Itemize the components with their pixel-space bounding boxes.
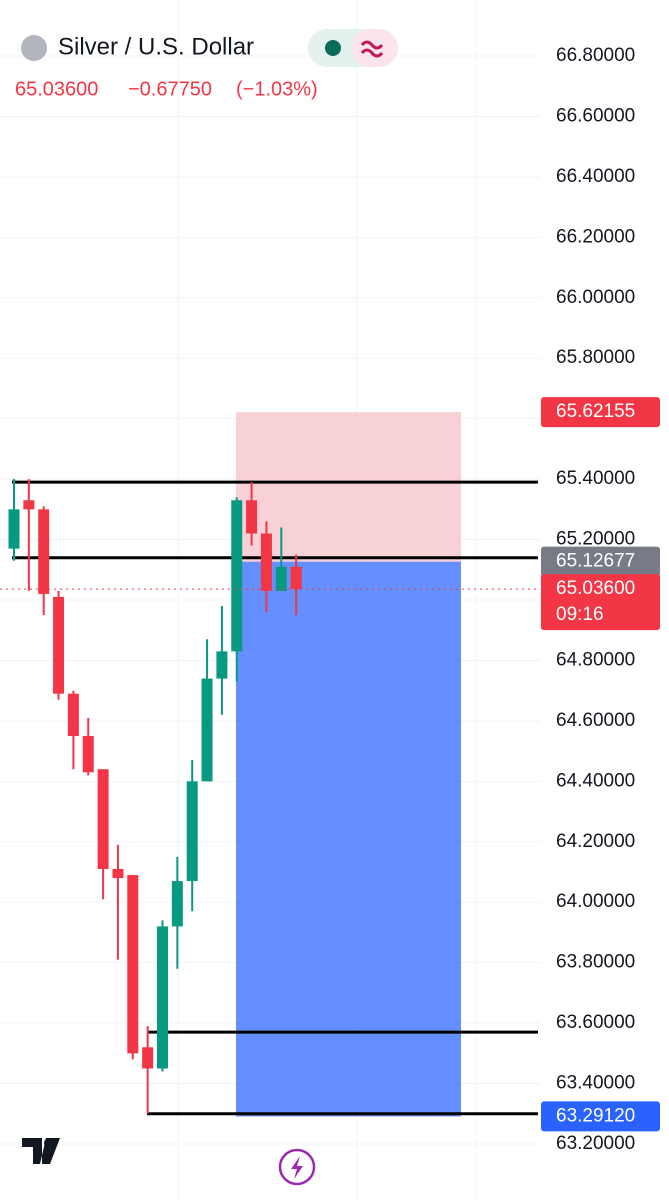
candle-body xyxy=(186,781,198,882)
candle-body xyxy=(23,500,35,510)
candle-body xyxy=(112,868,124,879)
price-label: 65.62155 xyxy=(556,401,635,422)
candle-body xyxy=(127,875,139,1054)
stop-zone xyxy=(236,412,461,562)
y-tick-label: 63.60000 xyxy=(556,1012,635,1033)
y-tick-label: 66.20000 xyxy=(556,226,635,247)
last-price: 65.03600 xyxy=(15,78,98,100)
price-label-box xyxy=(541,574,660,631)
delay-icon xyxy=(360,40,384,58)
candle-body xyxy=(97,769,109,869)
candle-body xyxy=(8,509,20,549)
y-tick-label: 66.40000 xyxy=(556,166,635,187)
tv-logo xyxy=(22,1138,60,1164)
y-tick-label: 64.80000 xyxy=(556,649,635,670)
status-dot xyxy=(325,40,341,56)
price-change-pct: (−1.03%) xyxy=(236,78,318,100)
price-label: 63.29120 xyxy=(556,1105,635,1126)
y-tick-label: 66.00000 xyxy=(556,287,635,308)
plot: 63.20000 63.40000 63.60000 63.80000 64.00000… xyxy=(0,45,660,1154)
price-label-box xyxy=(541,546,660,577)
candle-body xyxy=(38,509,50,594)
flash-circle[interactable] xyxy=(278,1148,316,1186)
y-tick-label: 65.40000 xyxy=(556,468,635,489)
y-tick-label: 64.40000 xyxy=(556,770,635,791)
y-tick-label: 65.80000 xyxy=(556,347,635,368)
flash-button[interactable] xyxy=(278,1148,316,1186)
symbol-title: Silver / U.S. Dollar xyxy=(58,33,254,60)
candle-body xyxy=(53,596,65,694)
flash-icon[interactable] xyxy=(291,1156,303,1179)
symbol-icon xyxy=(21,35,47,61)
candle-body xyxy=(67,693,79,736)
y-tick-label: 64.00000 xyxy=(556,891,635,912)
price-label-box xyxy=(541,397,660,428)
y-tick-label: 64.20000 xyxy=(556,831,635,852)
legend: Silver / U.S. Dollar 65.03600 −0.67750 (… xyxy=(15,29,398,100)
y-tick-label: 63.80000 xyxy=(556,952,635,973)
y-tick-label: 63.40000 xyxy=(556,1073,635,1094)
candle-body xyxy=(290,566,302,590)
candle-body xyxy=(142,1047,154,1069)
y-tick-label: 64.60000 xyxy=(556,710,635,731)
candle-body xyxy=(201,678,213,782)
y-tick-label: 63.20000 xyxy=(556,1133,635,1154)
candle-body xyxy=(216,651,228,679)
candle-body xyxy=(82,736,94,773)
price-label: 65.03600 xyxy=(556,578,635,599)
price-change: −0.67750 xyxy=(128,78,212,100)
candle-body xyxy=(157,926,168,1069)
candle-body xyxy=(260,533,272,591)
logo-dot xyxy=(44,1138,54,1148)
target-zone xyxy=(236,561,461,1117)
candle-body xyxy=(231,500,243,652)
price-label-box xyxy=(541,1101,660,1132)
y-tick-label: 66.60000 xyxy=(556,105,635,126)
y-tick-label: 66.80000 xyxy=(556,45,635,66)
candle-body xyxy=(246,500,258,534)
candle-body xyxy=(275,566,287,591)
logo-shape xyxy=(22,1138,60,1164)
price-label: 65.12677 xyxy=(556,551,635,572)
countdown: 09:16 xyxy=(556,604,604,625)
candle-body xyxy=(171,881,183,927)
y-tick-label: 65.20000 xyxy=(556,529,635,550)
